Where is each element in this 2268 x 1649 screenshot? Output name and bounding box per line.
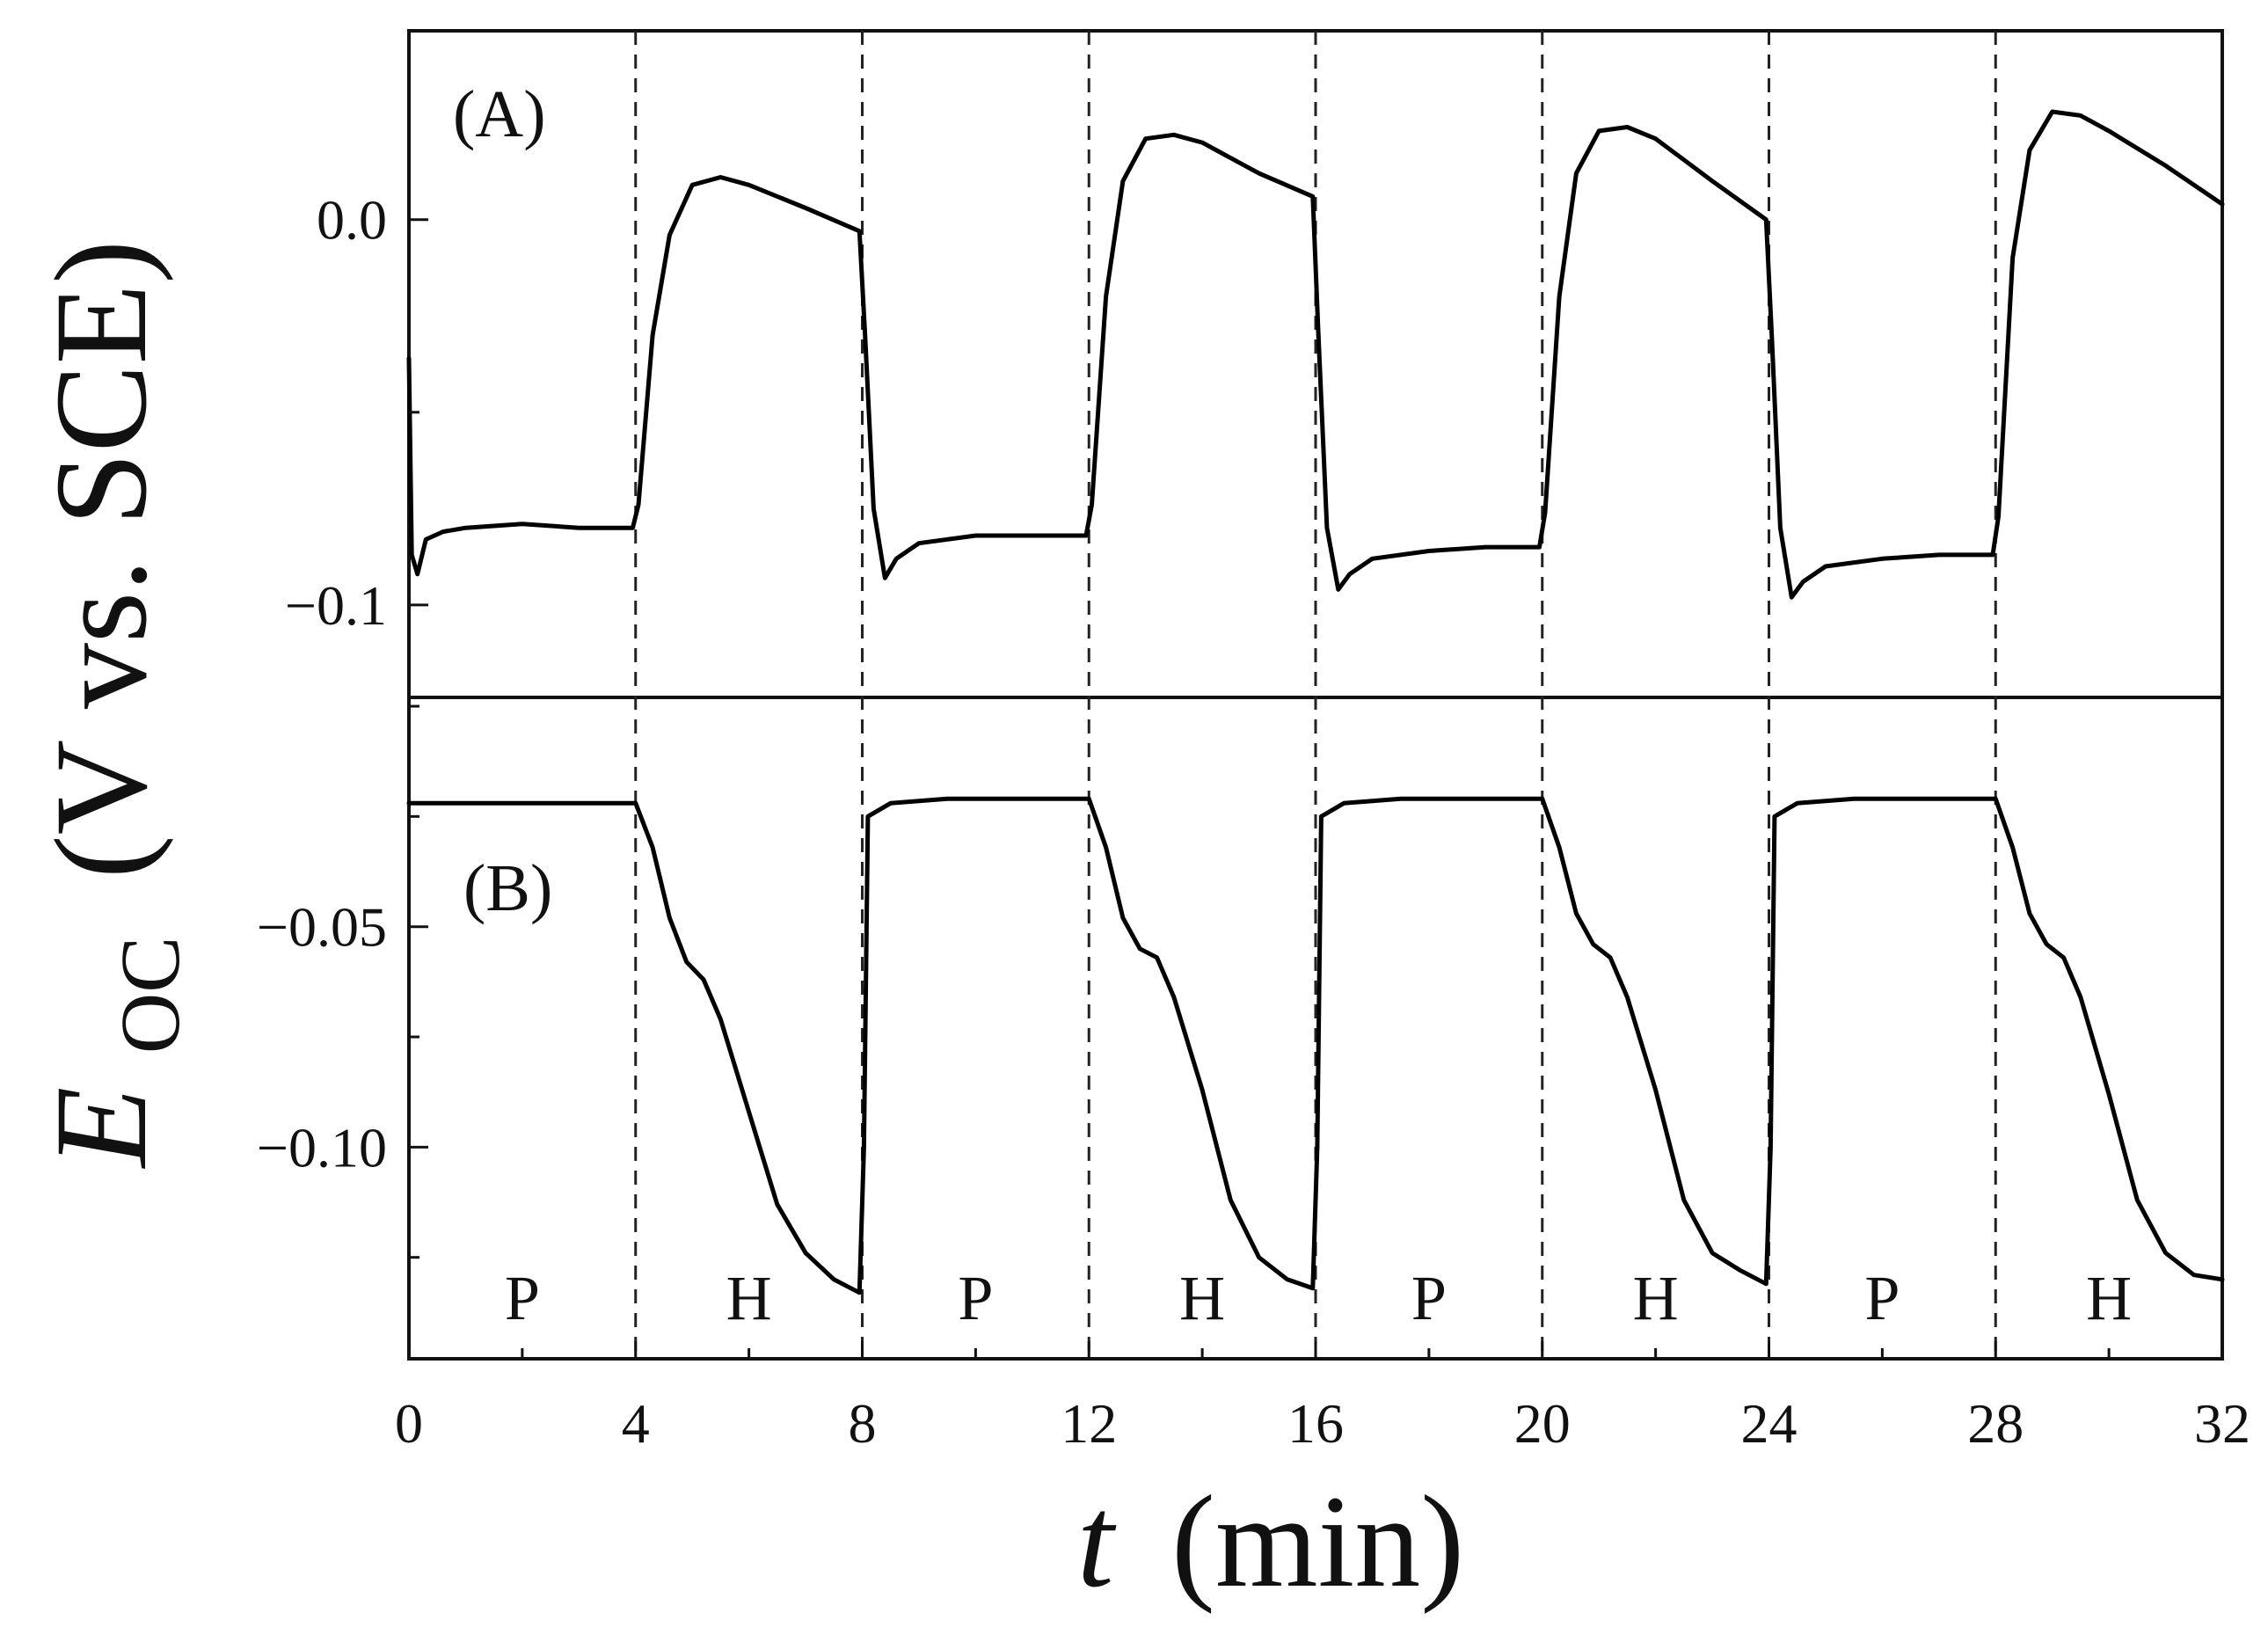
y-tick-label: 0.0 bbox=[317, 189, 387, 252]
y-tick-label: −0.05 bbox=[257, 896, 387, 959]
phase-label-h: H bbox=[726, 1263, 772, 1333]
phase-label-p: P bbox=[958, 1263, 993, 1333]
y-axis-unit: (V vs. SCE) bbox=[28, 240, 174, 879]
y-axis-subscript: OC bbox=[103, 937, 197, 1054]
x-tick-label: 20 bbox=[1514, 1392, 1571, 1455]
x-axis-unit: (min) bbox=[1171, 1469, 1464, 1615]
x-tick-label: 0 bbox=[395, 1392, 423, 1455]
x-tick-label: 4 bbox=[622, 1392, 650, 1455]
panel-label-a: (A) bbox=[453, 77, 546, 151]
data-lines bbox=[406, 109, 2225, 1295]
y-tick-label: −0.1 bbox=[285, 574, 387, 637]
series-line-panel-b bbox=[406, 796, 2225, 1295]
x-axis-title: t (min) bbox=[1077, 1469, 1464, 1615]
phase-label-h: H bbox=[1179, 1263, 1225, 1333]
axis-ticks bbox=[407, 218, 2224, 1359]
text-labels: 0 4 8 12 16 20 24 28 32 0.0 −0.1 (A) −0.05 −0.10 (B) P H… bbox=[257, 77, 2250, 1455]
y-axis-title: E OC (V vs. SCE) bbox=[28, 240, 208, 1170]
y-tick-label: −0.10 bbox=[257, 1116, 387, 1178]
phase-label-h: H bbox=[1633, 1263, 1679, 1333]
x-tick-label: 32 bbox=[2194, 1392, 2250, 1455]
panel-label-b: (B) bbox=[463, 851, 552, 925]
y-axis-variable: E bbox=[28, 1087, 174, 1170]
x-tick-label: 24 bbox=[1741, 1392, 1798, 1455]
series-line-panel-a bbox=[406, 109, 2225, 600]
phase-label-p: P bbox=[505, 1263, 540, 1333]
phase-label-p: P bbox=[1864, 1263, 1900, 1333]
x-tick-label: 12 bbox=[1061, 1392, 1117, 1455]
x-tick-label: 8 bbox=[849, 1392, 877, 1455]
phase-label-h: H bbox=[2086, 1263, 2132, 1333]
x-axis-variable: t bbox=[1077, 1469, 1117, 1615]
x-tick-label: 28 bbox=[1967, 1392, 2024, 1455]
x-tick-label: 16 bbox=[1287, 1392, 1344, 1455]
phase-label-p: P bbox=[1411, 1263, 1447, 1333]
